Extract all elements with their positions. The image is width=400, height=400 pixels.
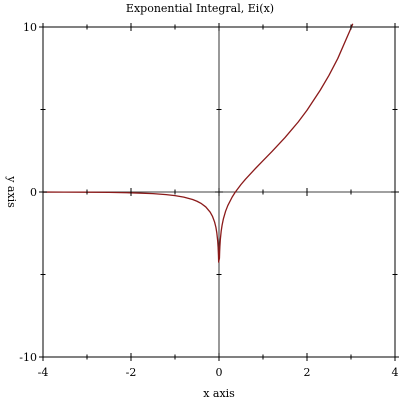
x-tick-label: 4 (392, 366, 399, 379)
x-tick-label: 0 (216, 366, 223, 379)
x-tick-label: 2 (304, 366, 311, 379)
y-axis-title: y axis (5, 175, 18, 208)
y-tick-label: -10 (19, 351, 37, 364)
series-line (42, 23, 354, 263)
x-tick-label: -4 (38, 366, 49, 379)
y-tick-label: 10 (23, 21, 37, 34)
ticks: -4 -2 0 2 4 -10 0 10 (19, 21, 399, 379)
x-tick-label: -2 (126, 366, 137, 379)
chart-title: Exponential Integral, Ei(x) (126, 2, 274, 15)
y-tick-label: 0 (30, 186, 37, 199)
series-layer (42, 23, 354, 263)
x-axis-title: x axis (203, 387, 235, 400)
